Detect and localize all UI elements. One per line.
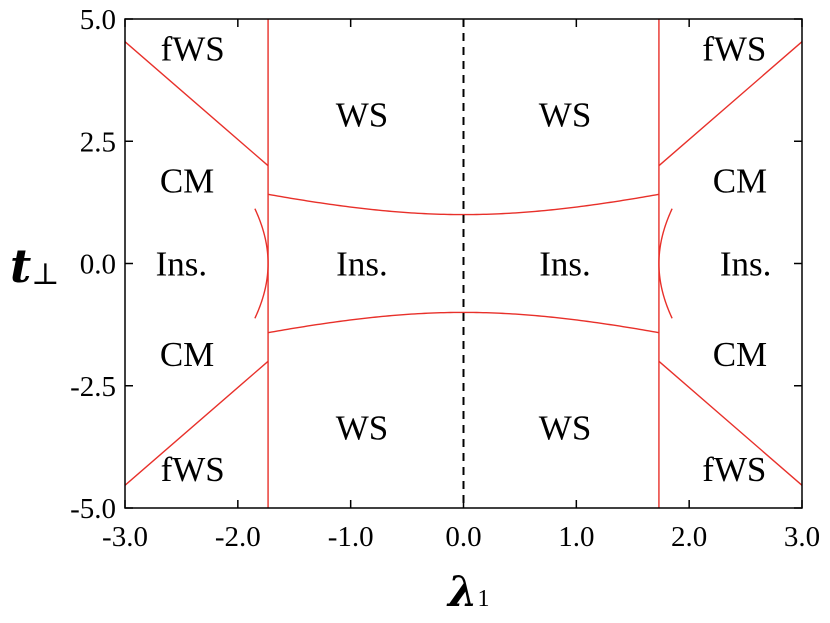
outer-fws-curve-2 xyxy=(658,41,803,167)
outer-fws-curve-4 xyxy=(658,360,803,486)
region-label: Ins. xyxy=(720,245,772,284)
y-axis-subscript: ⊥ xyxy=(31,258,59,291)
region-labels: fWS fWS WS WS CM CM Ins. Ins. Ins. Ins. CM CM WS WS fW… xyxy=(156,29,772,489)
region-label: fWS xyxy=(161,29,225,68)
outer-ins-curve-1 xyxy=(254,208,269,319)
region-label: WS xyxy=(539,95,592,134)
x-tick-label: 2.0 xyxy=(671,521,707,553)
outer-ins-curve-2 xyxy=(658,208,673,319)
region-label: Ins. xyxy=(156,245,208,284)
region-label: WS xyxy=(336,95,389,134)
y-tick-label: 0.0 xyxy=(80,249,116,281)
x-tick-label: -1.0 xyxy=(328,521,374,553)
boundary-curves xyxy=(124,19,803,508)
x-tick-label: 0.0 xyxy=(445,521,481,553)
region-label: CM xyxy=(713,335,767,374)
x-tick-label: 1.0 xyxy=(558,521,594,553)
x-axis-symbol: λ xyxy=(446,567,477,616)
central-lower-curve xyxy=(267,311,660,334)
region-label: WS xyxy=(539,408,592,447)
x-tick-label: 3.0 xyxy=(784,521,820,553)
y-axis-symbol: t xyxy=(10,239,31,293)
region-label: CM xyxy=(160,161,214,200)
y-tick-label: -5.0 xyxy=(70,493,116,525)
central-upper-curve xyxy=(267,193,660,216)
x-axis-subscript: 1 xyxy=(477,586,489,612)
region-label: CM xyxy=(713,161,767,200)
y-tick-label: 5.0 xyxy=(80,4,116,36)
region-label: CM xyxy=(160,335,214,374)
axis-ticks xyxy=(124,18,803,509)
region-label: fWS xyxy=(702,29,766,68)
x-tick-label: -3.0 xyxy=(102,521,148,553)
region-label: WS xyxy=(336,408,389,447)
x-axis-label: λ1 xyxy=(446,567,489,616)
y-tick-label: -2.5 xyxy=(70,371,116,403)
region-label: fWS xyxy=(161,450,225,489)
outer-fws-curve-3 xyxy=(124,360,269,486)
outer-fws-curve-1 xyxy=(124,41,269,167)
tick-labels: -3.0 -2.0 -1.0 0.0 1.0 2.0 3.0 5.0 2.5 0.0 -2.5 -5.… xyxy=(70,4,820,553)
region-label: fWS xyxy=(702,450,766,489)
region-label: Ins. xyxy=(539,245,591,284)
y-tick-label: 2.5 xyxy=(80,126,116,158)
x-tick-label: -2.0 xyxy=(215,521,261,553)
region-label: Ins. xyxy=(336,245,388,284)
y-axis-label: t⊥ xyxy=(10,239,59,293)
